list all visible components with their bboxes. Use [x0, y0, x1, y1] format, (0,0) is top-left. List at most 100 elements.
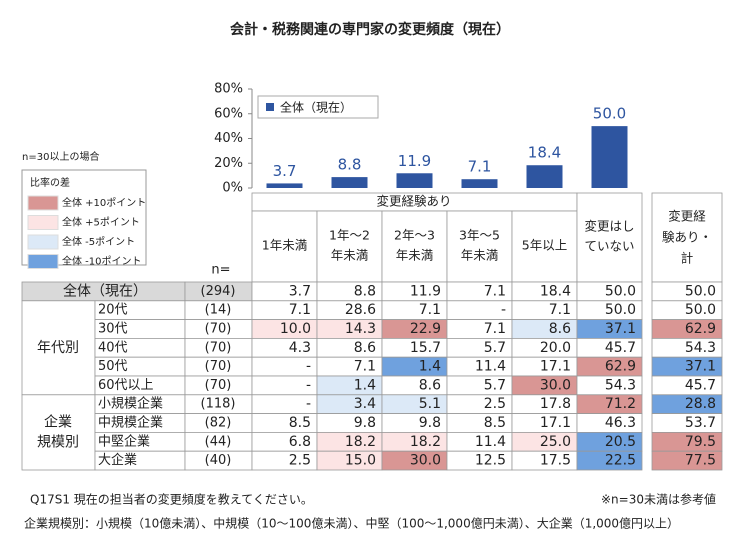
cell-value: 8.5 — [289, 415, 311, 431]
n-value: (70) — [205, 378, 232, 393]
bar — [396, 173, 433, 188]
cell-value: 53.7 — [685, 415, 716, 431]
diff-legend-swatch — [27, 234, 59, 250]
y-tick-label: 60% — [214, 106, 243, 121]
column-header: 験あり・ — [662, 230, 712, 245]
cell-value: 8.8 — [354, 283, 376, 299]
diff-legend-label: 全体 -10ポイント — [62, 255, 142, 268]
row-label: 60代以上 — [98, 378, 154, 393]
column-header: 年未満 — [461, 248, 499, 263]
group-label: 規模別 — [37, 434, 79, 450]
cell-value: 9.8 — [354, 415, 376, 431]
cell-value: 18.2 — [345, 434, 376, 450]
cell-value: 5.7 — [484, 340, 506, 356]
row-label: 40代 — [98, 340, 128, 355]
n-value: (44) — [205, 434, 232, 449]
cell-value: 7.1 — [354, 359, 376, 375]
cell-value: 7.1 — [484, 283, 506, 299]
legend-label: 全体（現在） — [280, 100, 352, 115]
value-label: 11.9 — [398, 152, 431, 170]
note: n=30以上の場合 — [22, 150, 99, 163]
cell-value: 54.3 — [605, 377, 636, 393]
cell-value: 45.7 — [605, 340, 636, 356]
cell-value: 25.0 — [540, 434, 571, 450]
cell-value: - — [306, 359, 311, 375]
bar — [331, 177, 368, 188]
cell-value: 10.0 — [280, 321, 311, 337]
cell-value: 18.4 — [540, 283, 571, 299]
bar — [591, 126, 628, 188]
diff-legend-label: 全体 +5ポイント — [62, 216, 140, 229]
group-label: 企業 — [44, 413, 72, 430]
n-value: (40) — [205, 453, 232, 468]
cell-value: 62.9 — [685, 321, 716, 337]
cell-value: 17.8 — [540, 396, 571, 412]
cell-value: 8.6 — [419, 377, 441, 393]
y-tick-label: 80% — [214, 82, 243, 97]
row-label: 大企業 — [98, 452, 137, 468]
column-header: 計 — [681, 251, 694, 266]
cell-value: 22.9 — [410, 321, 441, 337]
n-header: n= — [211, 263, 230, 278]
row-label: 中堅企業 — [98, 433, 150, 449]
cell-value: 77.5 — [685, 453, 716, 469]
value-label: 7.1 — [468, 158, 492, 176]
table-cell — [316, 210, 383, 283]
cell-value: 28.8 — [685, 396, 716, 412]
row-label: 中規模企業 — [98, 415, 163, 431]
n-value: (70) — [205, 322, 232, 337]
row-label: 全体（現在） — [63, 282, 147, 299]
cell-value: 5.7 — [484, 377, 506, 393]
cell-value: 18.2 — [410, 434, 441, 450]
scale-note: 企業規模別：小規模（10億未満）、中規模（10～100億未満）、中堅（100～1… — [24, 516, 679, 531]
cell-value: 11.4 — [475, 434, 506, 450]
cell-value: - — [306, 377, 311, 393]
cell-value: 50.0 — [605, 302, 636, 318]
question-note: Q17S1 現在の担当者の変更頻度を教えてください。 — [30, 492, 313, 507]
cell-value: 37.1 — [685, 359, 716, 375]
cell-value: 50.0 — [685, 283, 716, 299]
cell-value: 28.6 — [345, 302, 376, 318]
cell-value: 1.4 — [419, 359, 441, 375]
column-header: 1年未満 — [262, 238, 307, 253]
bar — [266, 183, 303, 188]
legend-swatch — [266, 103, 274, 111]
cell-value: 8.6 — [354, 340, 376, 356]
cell-value: - — [501, 302, 506, 318]
cell-value: 22.5 — [605, 453, 636, 469]
diff-legend-swatch — [27, 215, 59, 230]
n-value: (14) — [205, 303, 232, 318]
column-header: 年未満 — [396, 248, 434, 263]
cell-value: 45.7 — [685, 377, 716, 393]
table-cell — [651, 192, 723, 283]
cell-value: 46.3 — [605, 415, 636, 431]
cell-value: 15.0 — [345, 453, 376, 469]
table-cell — [21, 300, 96, 396]
legend-box — [257, 95, 379, 119]
cell-value: 17.5 — [540, 453, 571, 469]
table-cell — [576, 450, 643, 471]
column-header: 年未満 — [331, 248, 369, 263]
column-header: 2年～3 — [394, 228, 435, 243]
table-cell — [651, 450, 723, 471]
cell-value: 3.4 — [354, 396, 376, 412]
cell-value: 17.1 — [540, 359, 571, 375]
cell-value: 6.8 — [289, 434, 311, 450]
cell-value: 3.7 — [289, 283, 311, 299]
cell-value: 7.1 — [419, 302, 441, 318]
y-tick-label: 20% — [214, 156, 243, 171]
cell-value: 2.5 — [484, 396, 506, 412]
y-tick-label: 0% — [222, 181, 243, 196]
table-cell — [21, 394, 96, 471]
cell-value: 17.1 — [540, 415, 571, 431]
n-value: (118) — [201, 397, 236, 412]
row-label: 50代 — [98, 359, 128, 374]
cell-value: 8.6 — [549, 321, 571, 337]
y-tick-label: 40% — [214, 131, 243, 146]
value-label: 3.7 — [273, 162, 297, 180]
cell-value: 50.0 — [605, 283, 636, 299]
n-value: (294) — [201, 284, 236, 299]
column-header: 変更はし — [584, 219, 634, 234]
bar — [461, 179, 498, 188]
row-label: 20代 — [98, 303, 128, 318]
